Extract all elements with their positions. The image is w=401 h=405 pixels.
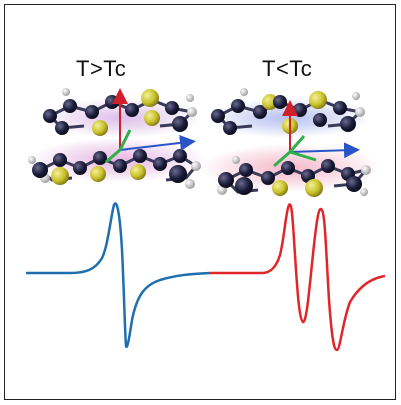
molecule-stack-right xyxy=(200,88,380,197)
spectrum-right-red xyxy=(210,203,386,352)
arrow-green-right-1 xyxy=(273,150,291,168)
arrow-blue-left xyxy=(119,134,196,151)
molecule-stack-left xyxy=(28,88,206,189)
arrow-green-right-3 xyxy=(289,150,317,162)
arrow-blue-right xyxy=(289,142,360,159)
label-above-tc: T>Tc xyxy=(76,56,127,81)
arrow-green-left-1 xyxy=(105,148,121,164)
arrow-green-left-2 xyxy=(118,129,132,151)
upper-layer-atoms-right xyxy=(211,88,365,135)
arrow-green-right-2 xyxy=(288,135,306,153)
lower-layer-atoms-left xyxy=(28,149,201,189)
lower-layer-atoms-right xyxy=(217,156,371,197)
spectrum-left-blue xyxy=(26,202,211,349)
label-below-tc: T<Tc xyxy=(262,56,313,81)
figure-frame xyxy=(4,4,396,400)
